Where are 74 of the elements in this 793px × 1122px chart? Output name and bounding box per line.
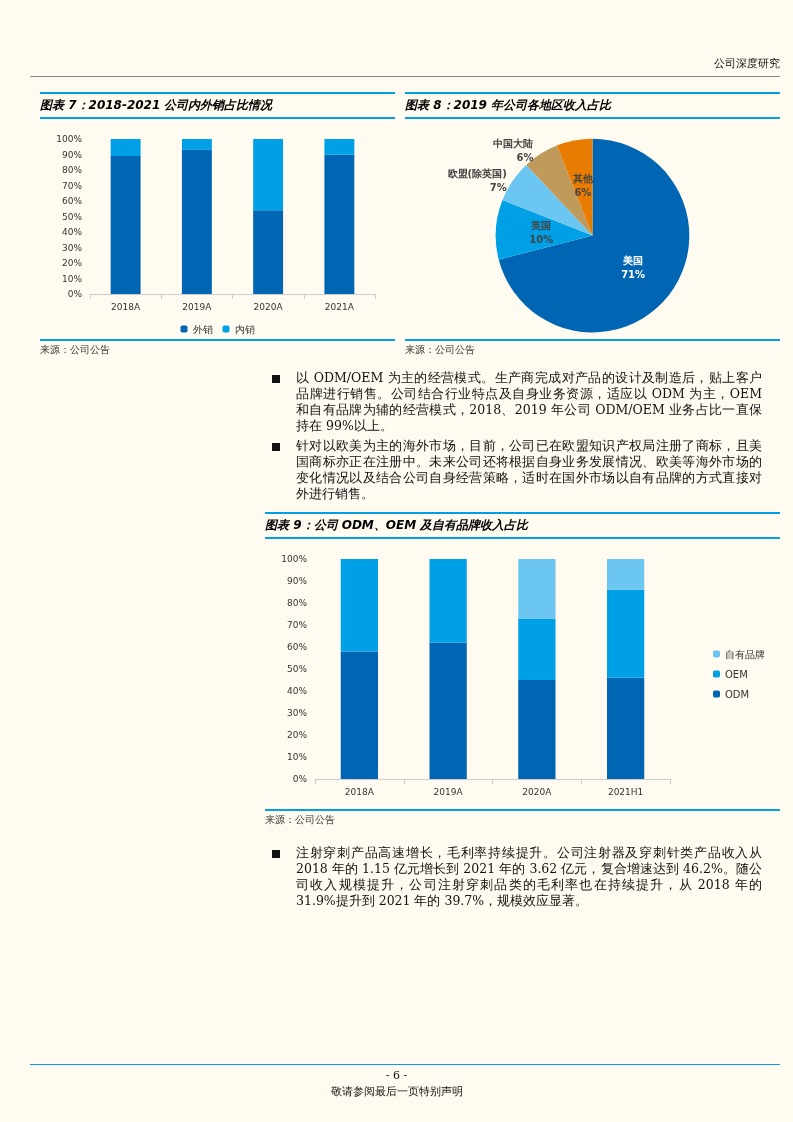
bar: [340, 651, 379, 779]
slice-label: 英国: [530, 219, 552, 231]
chart-title: 图表 9：公司 ODM、OEM 及自有品牌收入占比: [265, 512, 780, 539]
y-tick-label: 60%: [286, 642, 308, 652]
text: 针对以欧美为主的海外市场，目前，公司已在欧盟知识产权局注册了商标，且美国商标亦正在注册中。未来公司还将根据自身业务发展情况、欧美等海外市场的变化情况以及结合公司自身经营策略，适时在国外市场以自有品牌的方式直接对外进行销售。: [296, 438, 762, 502]
y-tick-label: 50%: [286, 664, 308, 674]
bar: [110, 156, 141, 294]
y-tick-label: 100%: [56, 134, 83, 144]
y-tick-label: 10%: [286, 752, 308, 762]
legend-label: OEM: [725, 668, 748, 680]
text: 敬请参阅最后一页特别声明: [329, 1084, 464, 1100]
y-tick-label: 40%: [61, 227, 83, 237]
y-tick-label: 50%: [61, 211, 83, 222]
y-tick-label: 0%: [292, 774, 308, 784]
y-tick-label: 70%: [61, 180, 83, 191]
bar: [181, 149, 212, 294]
legend-label: 外销: [192, 323, 213, 335]
text: 注射穿刺产品高速增长，毛利率持续提升。公司注射器及穿刺针类产品收入从 2018 年的 1.15 亿元增长到 2021 年的 3.62 亿元，复合增速达到 46.2%。随公司收入规模提升，公司注射穿刺品类的毛利率也在持续提升，从 2018 年的 31.9%提升到 2021 年的 39.7%，规模效应显著。: [296, 845, 762, 909]
legend-label: 内销: [234, 323, 255, 335]
x-tick-label: 2018A: [111, 301, 141, 312]
data-label: 10%: [529, 233, 554, 245]
bar: [518, 680, 556, 779]
x-tick-label: 2021H1: [607, 786, 644, 797]
y-tick-label: 70%: [286, 620, 308, 630]
x-tick-label: 2020A: [253, 301, 284, 312]
bar: [324, 139, 355, 155]
bar: [518, 618, 556, 680]
slice-label: 美国: [622, 254, 644, 266]
bar: [606, 559, 645, 590]
x-tick-label: 2019A: [182, 301, 213, 312]
bar: [518, 559, 556, 619]
text: - 6 -: [384, 1068, 409, 1084]
chart-title: 图表 7：2018-2021 公司内外销占比情况: [40, 92, 395, 119]
bar: [429, 642, 467, 779]
chart-title: 图表 8：2019 年公司各地区收入占比: [405, 92, 780, 119]
y-tick-label: 30%: [61, 242, 83, 253]
bar: [253, 210, 284, 294]
y-tick-label: 80%: [61, 165, 83, 175]
data-label: 71%: [621, 268, 646, 280]
bar: [429, 559, 467, 643]
y-tick-label: 90%: [61, 149, 83, 160]
bar: [181, 139, 212, 150]
bar: [606, 677, 645, 779]
x-tick-label: 2020A: [522, 786, 553, 797]
bar: [606, 589, 645, 678]
x-tick-label: 2018A: [344, 786, 375, 797]
data-label: 6%: [574, 186, 592, 198]
bar: [253, 139, 284, 211]
y-tick-label: 40%: [286, 686, 308, 696]
data-label: 6%: [516, 151, 534, 163]
legend-label: ODM: [725, 688, 750, 700]
legend-label: 自有品牌: [725, 648, 765, 660]
slice-label: 欧盟(除英国): [447, 167, 507, 179]
y-tick-label: 30%: [286, 708, 308, 718]
y-tick-label: 100%: [281, 554, 308, 564]
source-note: 来源：公司公告: [405, 343, 476, 357]
data-label: 7%: [489, 181, 507, 193]
y-tick-label: 80%: [286, 598, 308, 608]
y-tick-label: 60%: [61, 196, 83, 206]
source-note: 来源：公司公告: [265, 813, 336, 827]
bar: [110, 139, 141, 157]
x-tick-label: 2021A: [324, 301, 355, 312]
y-tick-label: 20%: [61, 258, 83, 268]
text: 公司深度研究: [713, 56, 780, 72]
bar: [340, 559, 379, 652]
source-note: 来源：公司公告: [40, 343, 111, 357]
x-tick-label: 2019A: [433, 786, 464, 797]
y-tick-label: 20%: [286, 730, 308, 740]
y-tick-label: 10%: [61, 273, 83, 284]
slice-label: 中国大陆: [493, 137, 534, 149]
bar: [324, 154, 355, 294]
y-tick-label: 0%: [67, 289, 83, 299]
y-tick-label: 90%: [286, 576, 308, 586]
text: 以 ODM/OEM 为主的经营模式。生产商完成对产品的设计及制造后，贴上客户品牌进行销售。公司结合行业特点及自身业务资源，适应以 ODM 为主，OEM 和自有品牌为辅的经营模式，2018、2019 年公司 ODM/OEM 业务占比一直保持在 99%以上。: [296, 370, 762, 434]
